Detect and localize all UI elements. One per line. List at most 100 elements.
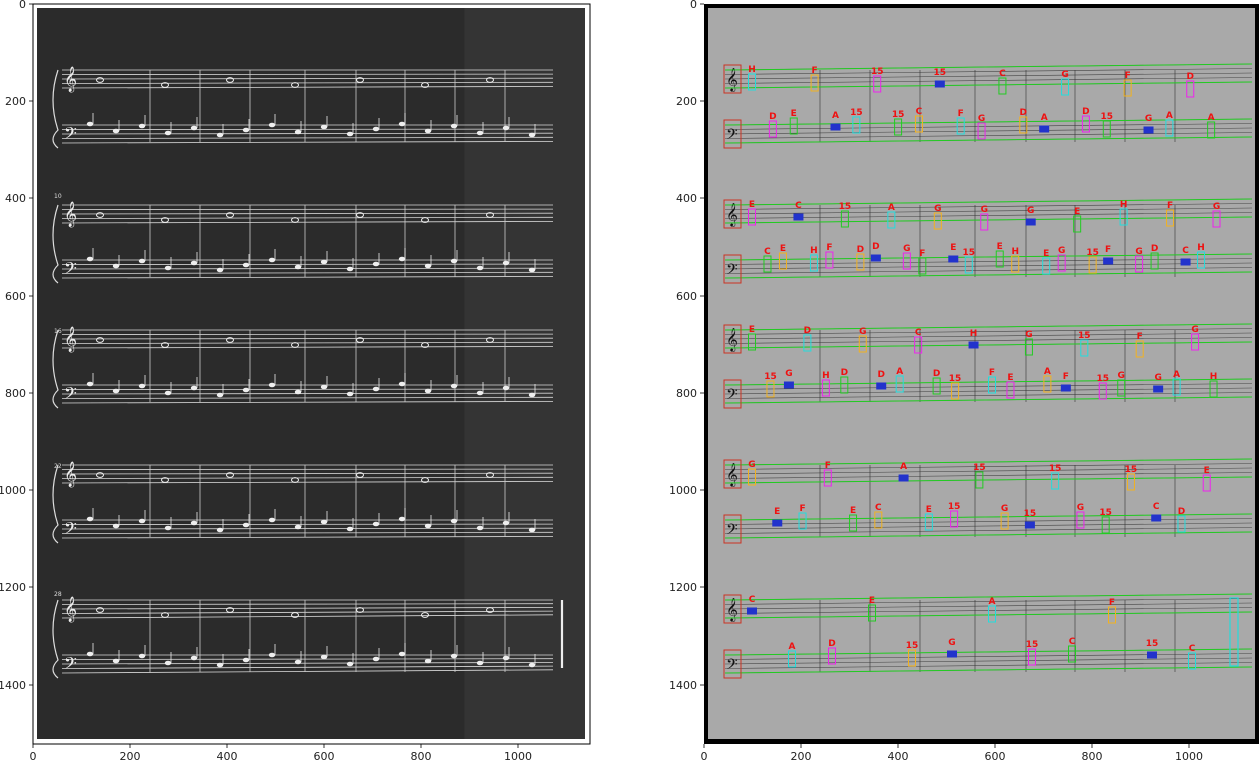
note-label: E xyxy=(997,242,1003,252)
note-detection-box xyxy=(748,208,756,226)
left-bass-clef: 𝄢 xyxy=(64,258,77,282)
left-note xyxy=(486,212,494,218)
left-bass-clef: 𝄢 xyxy=(64,518,77,542)
svg-text:𝄞: 𝄞 xyxy=(726,327,738,352)
note-label: D xyxy=(1178,507,1185,517)
note-detection-box xyxy=(980,213,989,231)
clef-detection-box xyxy=(723,649,742,679)
note-detection-box xyxy=(830,123,841,131)
left-staff-line xyxy=(61,212,554,215)
note-label: H xyxy=(810,246,818,256)
note-detection-box xyxy=(1102,120,1111,138)
left-note xyxy=(291,342,299,348)
note-detection-box xyxy=(772,519,783,527)
note-label: F xyxy=(919,249,925,259)
note-label: F xyxy=(826,243,832,253)
note-detection-box xyxy=(1024,521,1035,529)
note-label: C xyxy=(915,328,922,338)
note-detection-box xyxy=(908,649,916,667)
left-note xyxy=(320,259,328,265)
left-note xyxy=(372,386,380,392)
left-staff-line xyxy=(61,607,554,610)
note-detection-box xyxy=(1151,514,1162,522)
left-note xyxy=(346,391,354,397)
note-detection-box xyxy=(1172,378,1181,396)
left-note xyxy=(450,653,458,659)
clef-detection-box xyxy=(723,254,742,284)
left-note xyxy=(268,652,276,658)
left-note xyxy=(226,472,234,478)
detected-staff-line xyxy=(724,648,1253,656)
left-staff-line xyxy=(61,341,554,344)
note-detection-box xyxy=(1117,379,1126,397)
note-detection-box xyxy=(1073,215,1082,233)
note-label: D xyxy=(877,370,884,380)
note-detection-box xyxy=(975,471,984,489)
note-label: A xyxy=(789,642,796,652)
note-detection-box xyxy=(1000,512,1009,530)
left-measure-number: 16 xyxy=(54,328,62,335)
left-staff-line xyxy=(61,275,554,279)
note-detection-box xyxy=(887,211,896,229)
detected-staff-line xyxy=(724,593,1253,601)
left-note xyxy=(291,477,299,483)
left-measure-number: 28 xyxy=(54,591,62,598)
note-label: C xyxy=(1189,644,1196,654)
left-note xyxy=(242,262,250,268)
note-label: C xyxy=(795,201,802,211)
note-label: H xyxy=(748,65,756,75)
left-note xyxy=(86,651,94,657)
left-staff-line xyxy=(61,472,554,475)
note-label: C xyxy=(916,107,923,117)
note-detection-box xyxy=(1061,78,1070,96)
left-note xyxy=(242,522,250,528)
left-note xyxy=(112,263,120,269)
note-detection-box xyxy=(858,335,867,353)
svg-text:𝄢: 𝄢 xyxy=(726,656,738,677)
note-label: D xyxy=(1020,108,1027,118)
left-note xyxy=(398,256,406,262)
note-detection-box xyxy=(968,341,979,349)
note-detection-box xyxy=(1135,340,1144,358)
note-label: F xyxy=(812,66,818,76)
left-note xyxy=(112,658,120,664)
left-note xyxy=(216,132,224,138)
left-note xyxy=(502,260,510,266)
note-label: D xyxy=(804,326,811,336)
left-note xyxy=(164,525,172,531)
note-detection-box xyxy=(1186,80,1195,98)
left-note xyxy=(291,612,299,618)
note-label: C xyxy=(999,69,1006,79)
left-note xyxy=(424,388,432,394)
left-note xyxy=(216,392,224,398)
note-label: G xyxy=(903,244,910,254)
left-note xyxy=(112,523,120,529)
left-note xyxy=(164,660,172,666)
note-label: 15 xyxy=(1146,639,1159,649)
note-label: 15 xyxy=(948,502,961,512)
note-detection-box xyxy=(933,212,942,230)
left-note xyxy=(424,523,432,529)
left-note xyxy=(291,217,299,223)
left-note xyxy=(528,267,536,273)
note-detection-box xyxy=(1039,125,1050,133)
left-note xyxy=(502,520,510,526)
left-x-tick-label: 1000 xyxy=(504,750,532,761)
note-detection-box xyxy=(902,252,911,270)
left-note xyxy=(372,656,380,662)
note-label: G xyxy=(978,114,985,124)
note-label: 15 xyxy=(906,641,919,651)
note-label: A xyxy=(1208,113,1215,123)
left-staff-line xyxy=(61,610,554,614)
left-note xyxy=(356,337,364,343)
left-note xyxy=(346,526,354,532)
left-note xyxy=(476,525,484,531)
left-brace xyxy=(52,599,59,679)
left-bass-clef: 𝄢 xyxy=(64,383,77,407)
note-detection-box xyxy=(1108,606,1116,624)
svg-text:𝄢: 𝄢 xyxy=(726,386,738,407)
note-label: E xyxy=(791,109,797,119)
note-label: E xyxy=(1043,249,1049,259)
left-note xyxy=(424,128,432,134)
